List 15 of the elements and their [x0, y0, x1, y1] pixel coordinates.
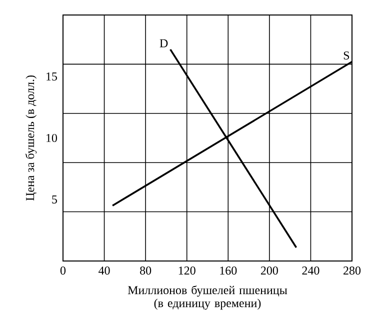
x-tick-label: 200	[260, 266, 278, 275]
x-axis-title: Миллионов бушелей пшеницы (в единицу времени)	[128, 285, 288, 310]
x-tick-label: 280	[344, 266, 361, 275]
x-tick-label: 240	[302, 266, 320, 275]
x-tick-label: 80	[140, 266, 152, 275]
y-tick-label: 10	[46, 134, 58, 142]
x-tick-label: 0	[60, 266, 66, 275]
x-tick-label: 160	[220, 266, 237, 275]
x-tick-label: 120	[178, 266, 196, 275]
series-label: D	[160, 39, 168, 48]
y-axis-title: Цена за бушель (в долл.)	[25, 75, 37, 201]
y-tick-label: 5	[52, 196, 58, 204]
x-tick-label: 40	[98, 266, 110, 275]
series-label: S	[344, 51, 350, 60]
y-tick-label: 15	[46, 72, 58, 81]
